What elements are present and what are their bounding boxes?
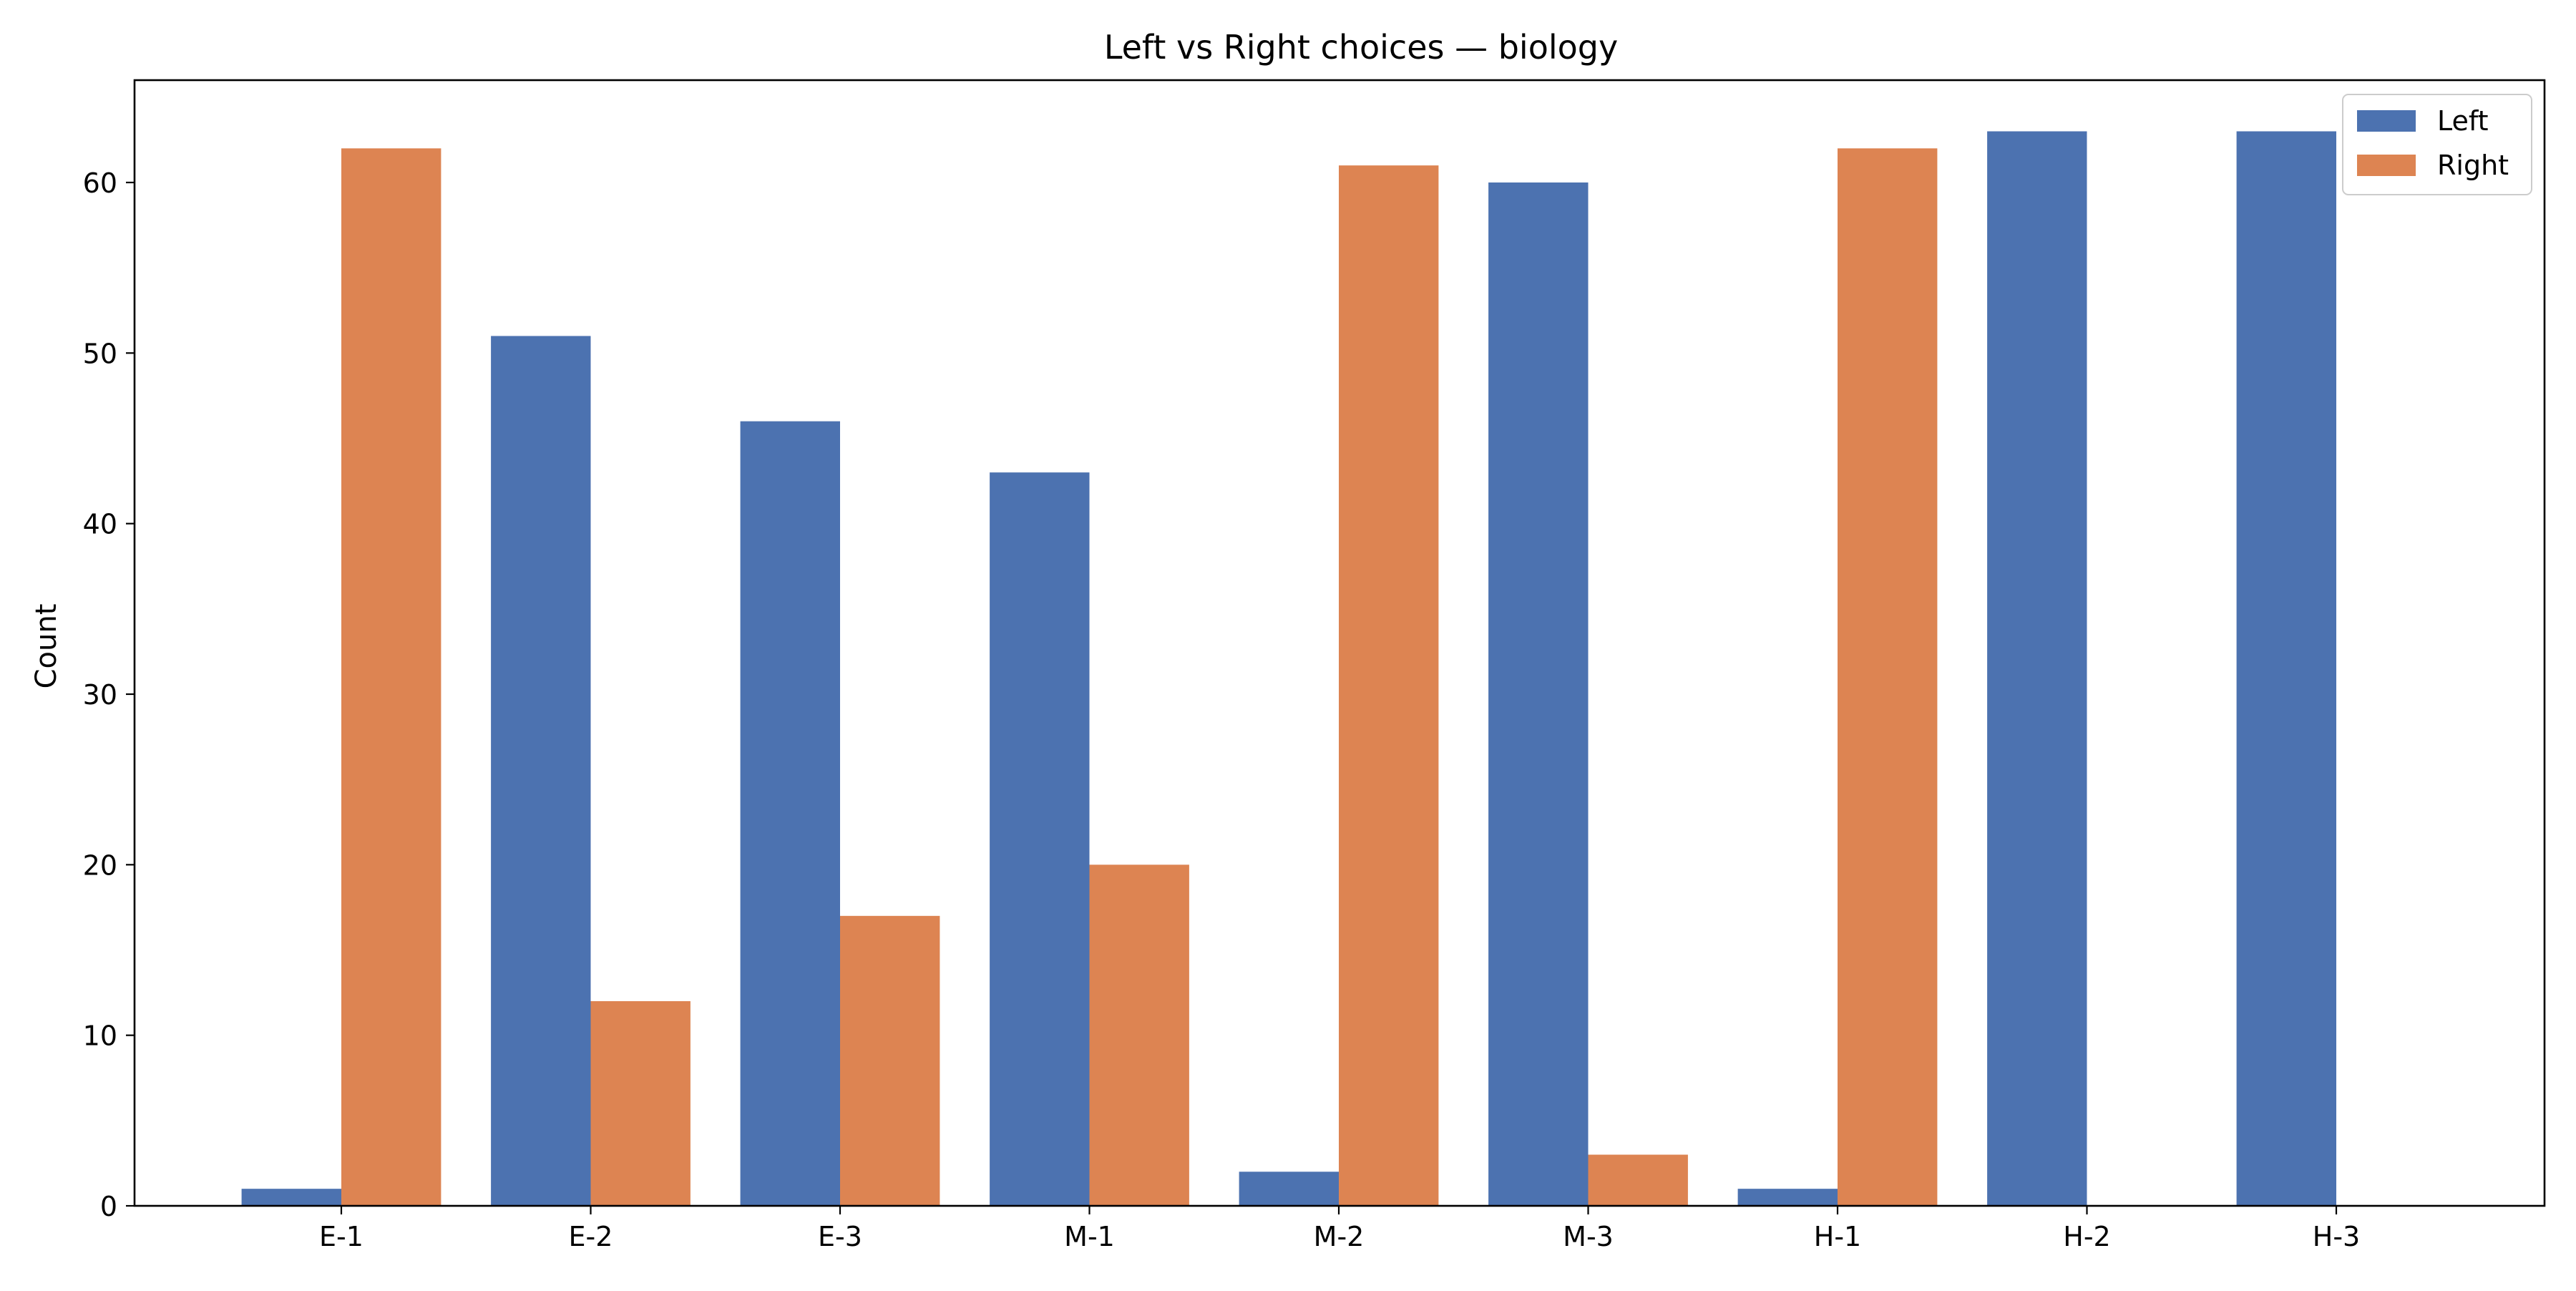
bar-left-h-1 [1737,1189,1838,1206]
y-tick-label: 30 [83,679,117,711]
chart-title: Left vs Right choices — biology [1104,28,1618,67]
bar-right-m-1 [1089,864,1189,1206]
x-tick-label: M-2 [1314,1221,1365,1252]
x-tick-label: H-1 [1814,1221,1861,1252]
x-axis-ticks: E-1 E-2 E-3 M-1 M-2 M-3 H-1 H-2 H-3 [319,1206,2360,1252]
bar-left-e-1 [241,1189,341,1206]
bar-right-h-1 [1838,148,1938,1207]
y-tick-label: 60 [83,167,117,199]
plot-frame [133,79,2546,1207]
bar-right-m-3 [1588,1154,1688,1206]
y-axis-label: Count [30,604,63,689]
bar-left-h-2 [1987,131,2087,1206]
x-tick-label: E-3 [818,1221,862,1252]
legend: Left Right [2342,94,2532,195]
y-tick-label: 50 [83,338,117,369]
legend-swatch-left [2357,110,2416,132]
y-tick-label: 0 [100,1191,117,1222]
legend-swatch-right [2357,155,2416,176]
bar-right-e-1 [341,148,441,1207]
legend-label-right: Right [2437,150,2509,181]
y-axis-ticks: 0 10 20 30 40 50 60 [83,167,135,1222]
bar-left-m-1 [990,472,1090,1207]
bar-left-h-3 [2236,131,2336,1206]
bar-left-m-3 [1488,182,1589,1206]
bar-right-e-3 [840,915,940,1206]
x-tick-label: H-2 [2063,1221,2110,1252]
bar-left-e-3 [740,421,840,1207]
bars-group [241,131,2336,1207]
bar-right-m-2 [1339,165,1439,1206]
x-tick-label: M-1 [1064,1221,1115,1252]
y-tick-label: 20 [83,849,117,881]
bar-right-e-2 [590,1001,691,1206]
x-tick-label: E-1 [319,1221,364,1252]
x-tick-label: H-3 [2313,1221,2360,1252]
legend-label-left: Left [2437,105,2489,137]
y-tick-label: 10 [83,1020,117,1052]
y-tick-label: 40 [83,509,117,540]
bar-left-e-2 [491,336,591,1206]
bar-left-m-2 [1239,1171,1339,1206]
x-tick-label: E-2 [569,1221,613,1252]
x-tick-label: M-3 [1563,1221,1614,1252]
